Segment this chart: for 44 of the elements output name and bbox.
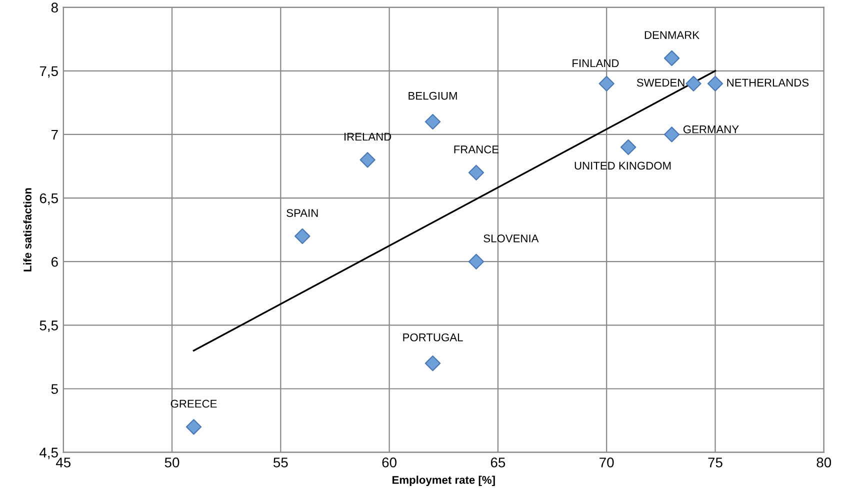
point xyxy=(424,355,441,372)
annotation: SWEDEN xyxy=(636,78,684,87)
point xyxy=(620,139,636,156)
annotation: FRANCE xyxy=(454,146,499,154)
annotation: SLOVENIA xyxy=(484,234,539,242)
annotation: UNITED KINGDOM xyxy=(574,162,671,170)
point xyxy=(664,126,680,142)
x-axis-title: Employmet rate [%] xyxy=(392,476,495,486)
y-tick-label: 4,5 xyxy=(40,448,58,460)
point xyxy=(664,50,680,66)
x-tick-label: 65 xyxy=(490,458,506,468)
point xyxy=(360,152,376,168)
annotation: FINLAND xyxy=(572,59,619,68)
y-tick-label: 5,5 xyxy=(40,320,58,332)
y-tick-label: 6,5 xyxy=(40,193,58,205)
y-tick-label: 5 xyxy=(51,384,58,394)
point xyxy=(707,76,724,92)
point xyxy=(186,419,202,435)
y-tick-label: 7,5 xyxy=(40,66,58,78)
annotation: IRELAND xyxy=(344,132,392,141)
point xyxy=(686,76,702,92)
x-tick-label: 70 xyxy=(600,458,614,468)
annotation: GREECE xyxy=(170,400,217,408)
y-tick-label: 7 xyxy=(52,130,58,140)
x-tick-label: 50 xyxy=(164,458,180,468)
x-tick-label: 60 xyxy=(382,458,396,468)
annotation: BELGIUM xyxy=(408,92,457,100)
y-axis-title: Life satisfaction xyxy=(23,188,32,272)
point xyxy=(468,164,484,180)
point xyxy=(294,228,310,244)
x-tick-label: 80 xyxy=(816,458,832,468)
point xyxy=(468,254,484,270)
point xyxy=(424,114,441,130)
annotation: DENMARK xyxy=(644,31,700,39)
y-tick-label: 6 xyxy=(51,256,58,267)
point xyxy=(598,76,614,92)
x-tick-label: 45 xyxy=(56,458,71,468)
annotation: GERMANY xyxy=(683,125,739,134)
x-tick-label: 55 xyxy=(273,458,288,468)
annotation: NETHERLANDS xyxy=(727,78,809,87)
annotation: PORTUGAL xyxy=(403,333,463,342)
annotation: SPAIN xyxy=(286,209,318,217)
x-tick-label: 75 xyxy=(708,458,722,468)
y-tick-label: 8 xyxy=(51,2,58,13)
